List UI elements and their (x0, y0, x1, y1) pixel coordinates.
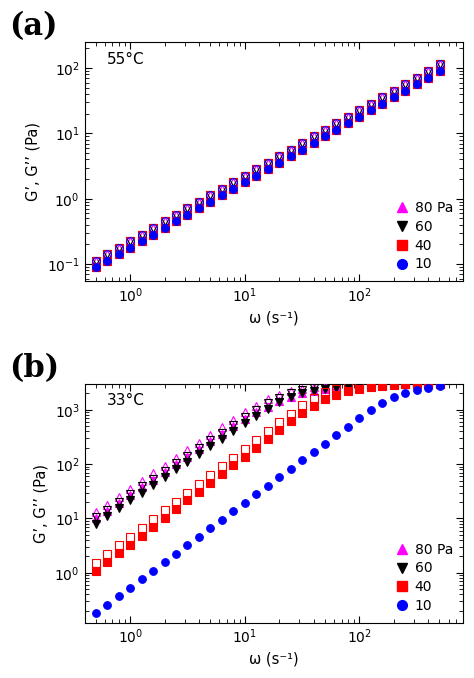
Text: (b): (b) (9, 353, 59, 384)
X-axis label: ω (s⁻¹): ω (s⁻¹) (249, 652, 299, 667)
Y-axis label: G’, G’’ (Pa): G’, G’’ (Pa) (26, 122, 41, 201)
Text: 55°C: 55°C (107, 52, 145, 66)
X-axis label: ω (s⁻¹): ω (s⁻¹) (249, 310, 299, 325)
Text: (a): (a) (9, 11, 57, 42)
Y-axis label: G’, G’’ (Pa): G’, G’’ (Pa) (34, 464, 49, 543)
Legend: 80 Pa, 60, 40, 10: 80 Pa, 60, 40, 10 (394, 198, 456, 274)
Text: 33°C: 33°C (107, 393, 145, 408)
Legend: 80 Pa, 60, 40, 10: 80 Pa, 60, 40, 10 (394, 540, 456, 616)
